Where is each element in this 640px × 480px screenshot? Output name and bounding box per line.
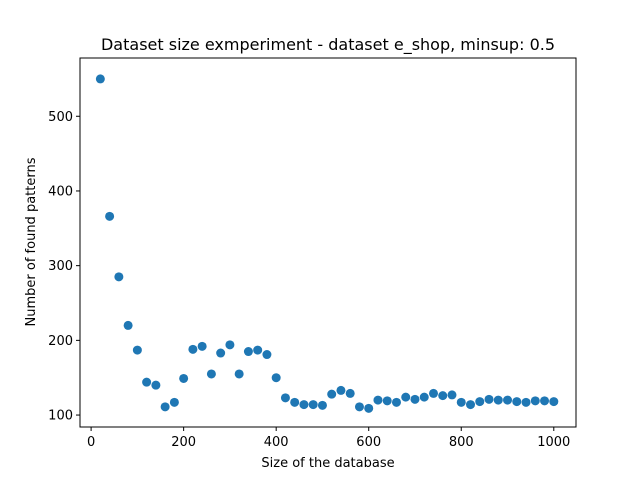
data-point: [382, 396, 392, 406]
data-point: [188, 344, 198, 354]
x-tick-label: 200: [171, 435, 196, 450]
data-point: [364, 403, 374, 413]
data-point: [493, 395, 503, 405]
data-point: [317, 400, 327, 410]
data-point: [253, 345, 263, 355]
data-point: [179, 373, 189, 383]
data-point: [549, 397, 559, 407]
data-point: [271, 373, 281, 383]
data-point: [95, 74, 105, 84]
x-tick-label: 0: [87, 435, 95, 450]
data-point: [530, 396, 540, 406]
y-tick-label: 500: [48, 110, 73, 125]
data-point: [336, 385, 346, 395]
y-axis-label: Number of found patterns: [24, 157, 39, 326]
data-point: [262, 350, 272, 360]
data-point: [132, 345, 142, 355]
plot-frame: [79, 57, 577, 428]
data-point: [466, 400, 476, 410]
x-tick-label: 1000: [537, 435, 570, 450]
x-tick-label: 800: [449, 435, 474, 450]
data-point: [419, 392, 429, 402]
data-point: [197, 341, 207, 351]
x-tick-label: 600: [356, 435, 381, 450]
data-point: [345, 388, 355, 398]
data-point: [160, 402, 170, 412]
data-point: [290, 397, 300, 407]
y-tick-label: 400: [48, 184, 73, 199]
data-point: [456, 397, 466, 407]
data-points: [95, 74, 559, 413]
data-point: [234, 369, 244, 379]
y-tick-label: 200: [48, 334, 73, 349]
data-point: [123, 320, 133, 330]
data-point: [354, 402, 364, 412]
data-point: [280, 393, 290, 403]
data-point: [216, 348, 226, 358]
data-point: [327, 389, 337, 399]
data-point: [503, 395, 513, 405]
data-point: [114, 272, 124, 282]
y-tick-label: 100: [48, 409, 73, 424]
data-point: [447, 390, 457, 400]
data-point: [151, 380, 161, 390]
data-point: [401, 392, 411, 402]
data-point: [243, 347, 253, 357]
x-axis-label: Size of the database: [261, 456, 394, 471]
data-point: [391, 397, 401, 407]
data-point: [484, 394, 494, 404]
data-point: [142, 377, 152, 387]
chart-title: Dataset size exmperiment - dataset e_sho…: [101, 35, 555, 55]
x-tick-label: 400: [264, 435, 289, 450]
data-point: [169, 397, 179, 407]
y-tick-label: 300: [48, 259, 73, 274]
x-axis-ticks: 0 200 400 600 800 1000: [87, 427, 570, 450]
data-point: [540, 396, 550, 406]
data-point: [438, 391, 448, 401]
data-point: [299, 400, 309, 410]
data-point: [308, 400, 318, 410]
data-point: [105, 211, 115, 221]
data-point: [206, 369, 216, 379]
data-point: [428, 388, 438, 398]
data-point: [373, 395, 383, 405]
data-point: [512, 397, 522, 407]
data-point: [410, 394, 420, 404]
data-point: [521, 397, 531, 407]
y-axis-ticks: 100 200 300 400 500: [48, 110, 80, 424]
data-point: [475, 397, 485, 407]
data-point: [225, 340, 235, 350]
